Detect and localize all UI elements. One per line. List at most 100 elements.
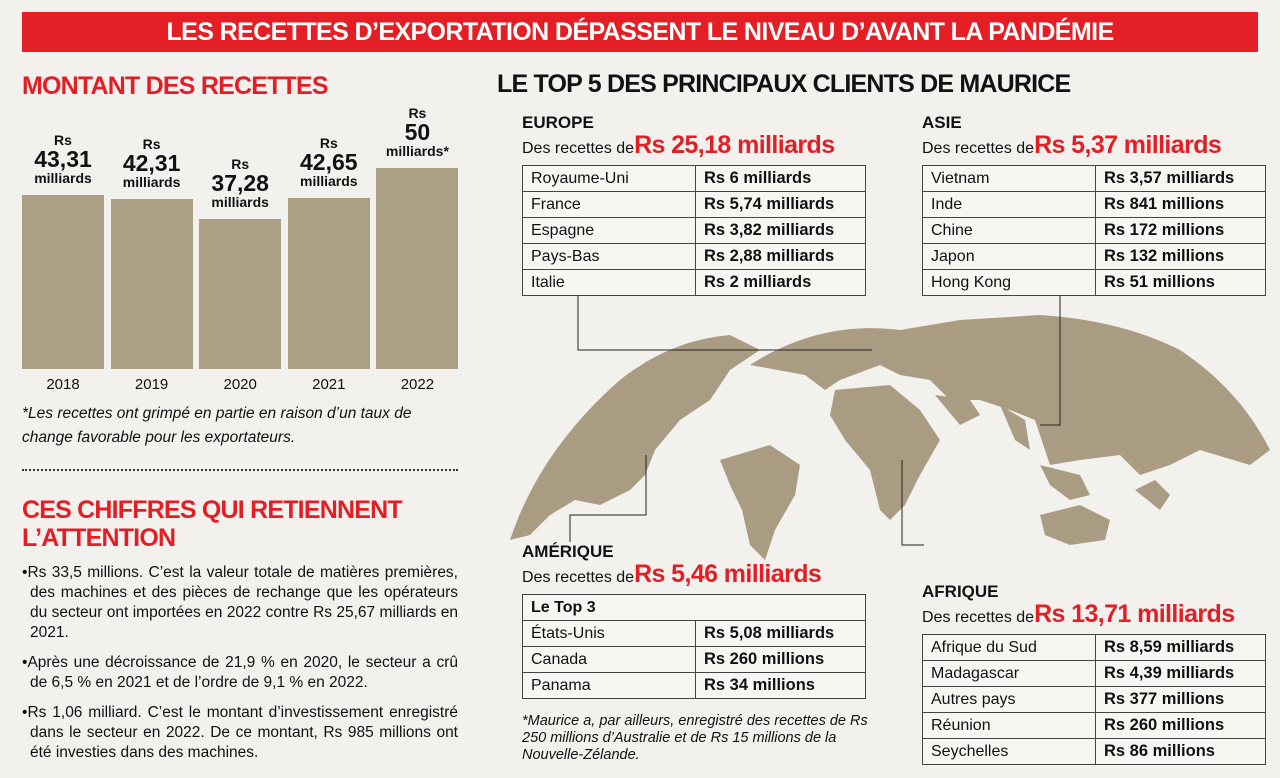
x-tick-label: 2018: [46, 376, 80, 393]
table-row: Hong Kong Rs 51 millions: [922, 269, 1266, 296]
table-row: Panama Rs 34 millions: [522, 672, 866, 699]
table-row: Chine Rs 172 millions: [922, 217, 1266, 244]
country-amount: Rs 2 milliards: [695, 269, 866, 296]
table-row: Afrique du Sud Rs 8,59 milliards: [922, 634, 1266, 661]
value-label-part: Rs: [54, 131, 72, 148]
country: Vietnam: [922, 165, 1096, 192]
region-name: AFRIQUE: [922, 582, 999, 601]
region-table: Le Top 3 États-Unis Rs 5,08 milliards Canad…: [522, 594, 866, 699]
region-caption: Des recettes deRs 5,37 milliards: [922, 132, 1266, 162]
region-caption: Des recettes deRs 25,18 milliards: [522, 132, 866, 162]
country: Japon: [922, 243, 1096, 270]
country: France: [522, 191, 696, 218]
caption-text: Des recettes de: [922, 609, 1035, 626]
region-amount: Rs 5,37 milliards: [1034, 131, 1222, 159]
table-subtitle: Le Top 3: [522, 594, 866, 621]
country-amount: Rs 132 millions: [1095, 243, 1266, 270]
x-tick-label: 2020: [223, 376, 257, 393]
caption-text: Des recettes de: [522, 569, 635, 586]
highlights-list: Rs 33,5 millions. C’est la valeur totale…: [22, 563, 458, 773]
country: Panama: [522, 672, 696, 699]
country-amount: Rs 5,08 milliards: [695, 620, 866, 647]
value-label-part: 37,28: [211, 170, 269, 197]
region: AMÉRIQUE Des recettes deRs 5,46 milliards…: [522, 543, 866, 699]
country-amount: Rs 4,39 milliards: [1095, 660, 1266, 687]
country-amount: Rs 260 millions: [695, 646, 866, 673]
bar-chart: Rs 43,31 milliards 2018 Rs 42,31 milliards 2019…: [0, 0, 470, 400]
table-row: Royaume-Uni Rs 6 milliards: [522, 165, 866, 192]
value-label: Rs 50 milliards*: [371, 106, 463, 159]
region: AFRIQUE Des recettes deRs 13,71 milliards…: [922, 583, 1266, 765]
bar: [287, 197, 370, 369]
value-label-part: milliards: [34, 169, 92, 186]
value-label: Rs 42,31 milliards: [106, 135, 198, 190]
value-label-part: Rs: [408, 105, 427, 121]
country-amount: Rs 172 millions: [1095, 217, 1266, 244]
chart-note: *Les recettes ont grimpé en partie en ra…: [22, 405, 412, 446]
connectors: [569, 294, 1061, 546]
caption-text: Des recettes de: [922, 140, 1035, 157]
chart-title: MONTANT DES RECETTES: [22, 72, 329, 100]
table-row: Pays-Bas Rs 2,88 milliards: [522, 243, 866, 270]
region-amount: Rs 5,46 milliards: [634, 560, 822, 588]
value-label: Rs 42,65 milliards: [283, 135, 375, 189]
bar: [199, 219, 282, 369]
country: Pays-Bas: [522, 243, 696, 270]
table-row: Le Top 3: [522, 594, 866, 621]
country: Royaume-Uni: [522, 165, 696, 192]
clients-footnote: *Maurice a, par ailleurs, enregistré des…: [522, 713, 868, 763]
value-label-part: Rs: [142, 135, 161, 152]
highlights-title: CES CHIFFRES QUI RETIENNENT L’ATTENTION: [22, 496, 403, 552]
clients-title: LE TOP 5 DES PRINCIPAUX CLIENTS DE MAURI…: [497, 70, 1071, 98]
value-label-part: 50: [404, 119, 431, 145]
highlight-item: Rs 33,5 millions. C’est la valeur totale…: [22, 563, 458, 643]
table-row: Vietnam Rs 3,57 milliards: [922, 165, 1266, 192]
country: Autres pays: [922, 686, 1096, 713]
region-amount: Rs 25,18 milliards: [634, 131, 835, 159]
region-table: Royaume-Uni Rs 6 milliards France Rs 5,74 m…: [522, 165, 866, 296]
country-amount: Rs 51 millions: [1095, 269, 1266, 296]
region-table: Afrique du Sud Rs 8,59 milliards Madagasca…: [922, 634, 1266, 765]
country: Réunion: [922, 712, 1096, 739]
region-amount: Rs 13,71 milliards: [1034, 600, 1235, 628]
highlight-item: Rs 1,06 milliard. C’est le montant d’inv…: [22, 703, 458, 763]
table-row: Madagascar Rs 4,39 milliards: [922, 660, 1266, 687]
region-name: ASIE: [922, 113, 962, 132]
table-row: France Rs 5,74 milliards: [522, 191, 866, 218]
region-name: AMÉRIQUE: [522, 542, 614, 561]
world-map: [510, 294, 1270, 560]
table-row: Espagne Rs 3,82 milliards: [522, 217, 866, 244]
country: États-Unis: [522, 620, 696, 647]
value-label: Rs 43,31 milliards: [17, 131, 109, 186]
highlight-item: Après une décroissance de 21,9 % en 2020…: [22, 653, 458, 693]
region: EUROPE Des recettes deRs 25,18 milliards R…: [522, 114, 866, 296]
table-row: Italie Rs 2 milliards: [522, 269, 866, 296]
value-label-part: Rs: [231, 156, 250, 173]
x-tick-label: 2019: [134, 376, 169, 393]
region: ASIE Des recettes deRs 5,37 milliards Viet…: [922, 114, 1266, 296]
country: Espagne: [522, 217, 696, 244]
region-caption: Des recettes deRs 5,46 milliards: [522, 561, 866, 591]
value-label-part: 42,31: [122, 149, 181, 176]
country-amount: Rs 8,59 milliards: [1095, 634, 1266, 661]
table-row: États-Unis Rs 5,08 milliards: [522, 620, 866, 647]
country: Seychelles: [922, 738, 1096, 765]
country-amount: Rs 6 milliards: [695, 165, 866, 192]
bar: [110, 198, 193, 369]
table-row: Inde Rs 841 millions: [922, 191, 1266, 218]
region-table: Vietnam Rs 3,57 milliards Inde Rs 841 milli…: [922, 165, 1266, 296]
divider: [22, 469, 458, 471]
table-row: Japon Rs 132 millions: [922, 243, 1266, 270]
country-amount: Rs 377 millions: [1095, 686, 1266, 713]
country: Hong Kong: [922, 269, 1096, 296]
region-name: EUROPE: [522, 113, 594, 132]
value-label-part: milliards*: [385, 143, 449, 159]
table-row: Réunion Rs 260 millions: [922, 712, 1266, 739]
country: Chine: [922, 217, 1096, 244]
bar: [376, 168, 459, 369]
country-amount: Rs 3,57 milliards: [1095, 165, 1266, 192]
country-amount: Rs 86 millions: [1095, 738, 1266, 765]
country: Madagascar: [922, 660, 1096, 687]
table-row: Canada Rs 260 millions: [522, 646, 866, 673]
country: Italie: [522, 269, 696, 296]
